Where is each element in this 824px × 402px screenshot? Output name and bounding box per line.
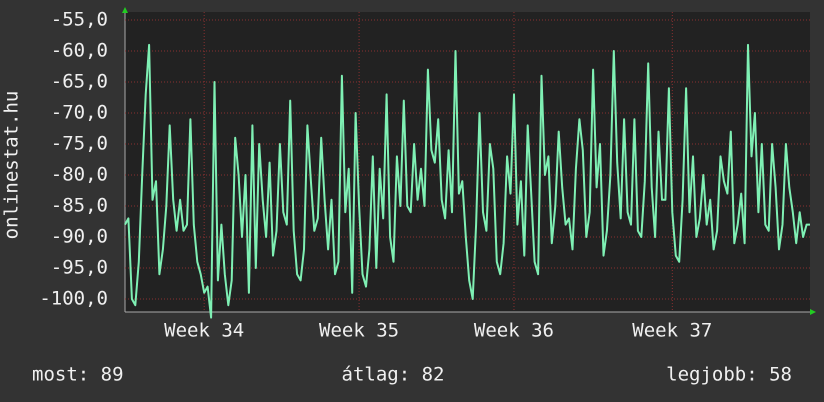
footer-current: most: 89 — [32, 364, 124, 386]
y-tick-label: -85,0 — [51, 195, 108, 217]
y-tick-label: -80,0 — [51, 164, 108, 186]
data-line — [124, 43, 810, 319]
y-tick-label: -100,0 — [39, 287, 108, 309]
footer-average: átlag: 82 — [342, 364, 445, 386]
x-tick-label: Week 34 — [164, 320, 244, 342]
x-tick-label: Week 36 — [474, 320, 554, 342]
y-tick-label: -65,0 — [51, 71, 108, 93]
y-tick-label: -55,0 — [51, 9, 108, 31]
y-axis-title: onlinestat.hu — [1, 91, 23, 240]
footer-best: legjobb: 58 — [666, 364, 792, 386]
y-arrow — [122, 7, 128, 13]
y-tick-label: -95,0 — [51, 256, 108, 278]
x-arrow — [810, 309, 816, 315]
y-tick-label: -70,0 — [51, 102, 108, 124]
y-tick-label: -90,0 — [51, 226, 108, 248]
x-tick-label: Week 35 — [319, 320, 399, 342]
y-tick-label: -60,0 — [51, 40, 108, 62]
y-tick-label: -75,0 — [51, 133, 108, 155]
x-tick-label: Week 37 — [632, 320, 712, 342]
